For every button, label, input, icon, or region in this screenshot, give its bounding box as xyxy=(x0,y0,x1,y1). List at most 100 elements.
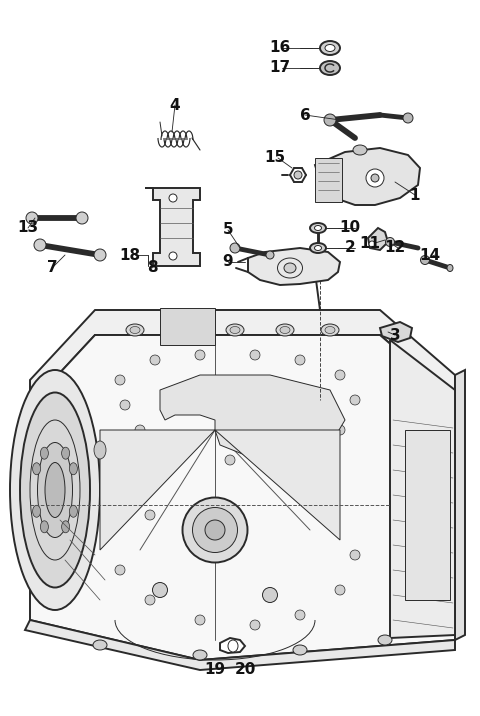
Polygon shape xyxy=(315,158,342,202)
Text: 14: 14 xyxy=(420,248,441,263)
Text: 12: 12 xyxy=(384,241,406,256)
Ellipse shape xyxy=(153,583,168,597)
Polygon shape xyxy=(100,430,215,550)
Ellipse shape xyxy=(353,145,367,155)
Polygon shape xyxy=(405,430,450,600)
Ellipse shape xyxy=(193,650,207,660)
Ellipse shape xyxy=(94,441,106,459)
Ellipse shape xyxy=(135,425,145,435)
Ellipse shape xyxy=(45,463,65,518)
Ellipse shape xyxy=(126,324,144,336)
Ellipse shape xyxy=(93,640,107,650)
Ellipse shape xyxy=(305,450,315,460)
Ellipse shape xyxy=(115,375,125,385)
Ellipse shape xyxy=(284,263,296,273)
Ellipse shape xyxy=(175,445,185,455)
Ellipse shape xyxy=(26,212,38,224)
Text: 9: 9 xyxy=(223,254,233,269)
Ellipse shape xyxy=(403,113,413,123)
Ellipse shape xyxy=(70,463,77,475)
Ellipse shape xyxy=(169,252,177,260)
Ellipse shape xyxy=(293,645,307,655)
Text: 11: 11 xyxy=(360,236,381,251)
Ellipse shape xyxy=(366,169,384,187)
Text: 2: 2 xyxy=(345,241,355,256)
Text: 4: 4 xyxy=(170,97,180,112)
Ellipse shape xyxy=(33,505,41,517)
Ellipse shape xyxy=(320,41,340,55)
Ellipse shape xyxy=(350,550,360,560)
Ellipse shape xyxy=(280,326,290,334)
Text: 8: 8 xyxy=(147,261,157,276)
Text: 1: 1 xyxy=(410,188,420,203)
Ellipse shape xyxy=(265,455,275,465)
Ellipse shape xyxy=(378,635,392,645)
Ellipse shape xyxy=(369,241,375,247)
Ellipse shape xyxy=(335,370,345,380)
Ellipse shape xyxy=(321,324,339,336)
Ellipse shape xyxy=(325,326,335,334)
Text: 19: 19 xyxy=(204,662,226,677)
Ellipse shape xyxy=(230,326,240,334)
Text: 15: 15 xyxy=(264,150,286,165)
Text: 20: 20 xyxy=(234,662,256,677)
Ellipse shape xyxy=(266,251,274,259)
Ellipse shape xyxy=(130,326,140,334)
Ellipse shape xyxy=(61,448,70,459)
Ellipse shape xyxy=(94,249,106,261)
Ellipse shape xyxy=(310,223,326,233)
Polygon shape xyxy=(30,310,455,405)
Ellipse shape xyxy=(205,520,225,540)
Ellipse shape xyxy=(145,510,155,520)
Ellipse shape xyxy=(371,174,379,182)
Text: 10: 10 xyxy=(339,221,360,236)
Ellipse shape xyxy=(314,226,322,231)
Ellipse shape xyxy=(176,324,194,336)
Polygon shape xyxy=(145,188,200,266)
Polygon shape xyxy=(248,248,340,285)
Ellipse shape xyxy=(324,114,336,126)
Text: 18: 18 xyxy=(120,248,141,263)
Ellipse shape xyxy=(447,264,453,271)
Ellipse shape xyxy=(230,243,240,253)
Ellipse shape xyxy=(115,565,125,575)
Ellipse shape xyxy=(295,355,305,365)
Ellipse shape xyxy=(294,171,302,179)
Ellipse shape xyxy=(20,392,90,588)
Ellipse shape xyxy=(182,498,248,563)
Ellipse shape xyxy=(350,395,360,405)
Ellipse shape xyxy=(180,326,190,334)
Ellipse shape xyxy=(295,610,305,620)
Text: 6: 6 xyxy=(300,107,311,122)
Ellipse shape xyxy=(10,370,100,610)
Polygon shape xyxy=(390,340,455,638)
Polygon shape xyxy=(315,148,420,205)
Text: 16: 16 xyxy=(269,41,290,56)
Ellipse shape xyxy=(120,400,130,410)
Ellipse shape xyxy=(150,355,160,365)
Polygon shape xyxy=(30,335,455,660)
Ellipse shape xyxy=(33,463,41,475)
Polygon shape xyxy=(25,620,455,670)
Ellipse shape xyxy=(325,44,335,52)
Ellipse shape xyxy=(250,350,260,360)
Ellipse shape xyxy=(385,238,395,246)
Text: 3: 3 xyxy=(390,327,400,342)
Ellipse shape xyxy=(125,490,135,500)
Ellipse shape xyxy=(250,620,260,630)
Ellipse shape xyxy=(335,425,345,435)
Ellipse shape xyxy=(310,243,326,253)
Ellipse shape xyxy=(228,640,238,652)
Ellipse shape xyxy=(225,455,235,465)
Ellipse shape xyxy=(34,239,46,251)
Ellipse shape xyxy=(40,521,48,533)
Polygon shape xyxy=(215,430,340,540)
Ellipse shape xyxy=(420,256,430,264)
Polygon shape xyxy=(160,375,345,455)
Ellipse shape xyxy=(169,194,177,202)
Text: 7: 7 xyxy=(47,261,57,276)
Ellipse shape xyxy=(76,212,88,224)
Ellipse shape xyxy=(37,442,72,538)
Ellipse shape xyxy=(276,324,294,336)
Ellipse shape xyxy=(314,246,322,251)
